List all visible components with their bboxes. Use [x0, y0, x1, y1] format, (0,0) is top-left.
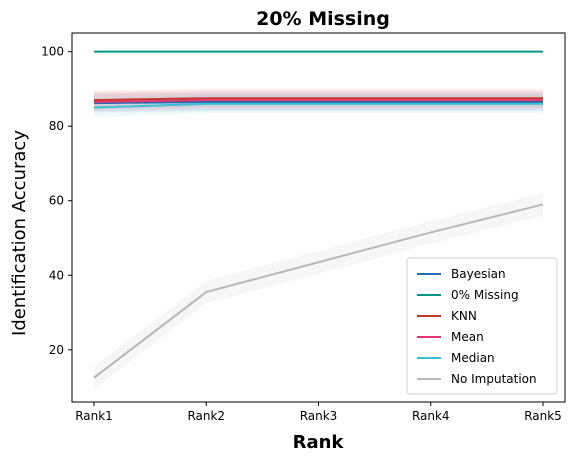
legend: Bayesian 0% Missing KNN Mean Median No Imputa…	[406, 257, 558, 395]
band-5	[94, 193, 543, 389]
series-line-3	[93, 99, 543, 103]
x-tick-label: Rank1	[75, 409, 113, 423]
y-tick-label: 60	[49, 194, 64, 208]
y-tick-label: 40	[49, 268, 64, 282]
series-lines	[93, 50, 544, 379]
x-tick-label: Rank2	[187, 409, 225, 423]
x-axis-title: Rank	[293, 432, 345, 453]
series-line-4	[93, 102, 543, 109]
legend-label: Median	[451, 351, 495, 365]
axes: Rank1 Rank2 Rank3 Rank4 Rank5 20 40 60 80 100	[41, 32, 566, 423]
series-line-0	[93, 100, 543, 105]
series-line-5	[93, 203, 544, 379]
x-tick-label: Rank4	[412, 409, 450, 423]
chart-title: 20% Missing	[256, 8, 390, 30]
y-tick-label: 80	[49, 119, 64, 133]
legend-label: KNN	[451, 309, 477, 323]
legend-label: No Imputation	[451, 372, 537, 386]
legend-label: Mean	[451, 330, 484, 344]
x-tick-label: Rank5	[524, 409, 562, 423]
legend-label: 0% Missing	[451, 288, 519, 302]
y-tick-label: 20	[49, 343, 64, 357]
x-tick-label: Rank3	[300, 409, 338, 423]
legend-box	[406, 257, 558, 395]
series-line-2	[93, 97, 543, 102]
y-tick-label: 100	[41, 45, 64, 59]
y-axis-title: Identification Accuracy	[9, 130, 30, 336]
legend-label: Bayesian	[451, 267, 506, 281]
